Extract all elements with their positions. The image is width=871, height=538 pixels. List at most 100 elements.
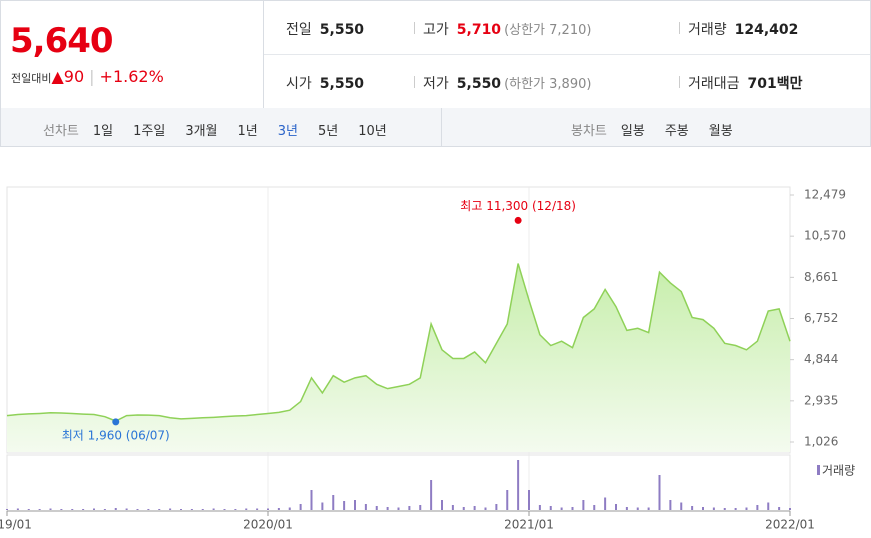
volume-bar	[691, 506, 694, 510]
volume-bar	[27, 509, 30, 510]
volume-bar	[658, 475, 661, 510]
tab[interactable]: 1일	[92, 124, 114, 139]
quote-main: 5,640 전일대비▲90 | +1.62%	[1, 1, 264, 108]
volume-bar	[310, 490, 313, 510]
volume-bar	[245, 508, 248, 510]
volume-bar	[571, 507, 574, 510]
volume-bar	[136, 509, 139, 510]
volume-bar	[212, 508, 215, 510]
change-label: 전일대비	[11, 72, 52, 85]
change-value: 90	[63, 67, 85, 86]
x-tick-label: 2021/01	[504, 518, 554, 532]
volume-bar	[256, 508, 259, 510]
x-tick-label: 2019/01	[0, 518, 32, 532]
x-tick-label: 2022/01	[765, 518, 815, 532]
annotation-label: 최고 11,300 (12/18)	[460, 199, 576, 213]
volume-bar	[745, 507, 748, 510]
volume-bar	[82, 509, 85, 510]
tab-bar: 선차트 1일 1주일 3개월 1년 3년 5년 10년 봉차트 일봉 주봉 월봉	[0, 108, 871, 147]
volume-bar	[734, 508, 737, 510]
volume-bar	[332, 495, 335, 510]
volume-bar	[680, 502, 683, 510]
annotation-label: 최저 1,960 (06/07)	[62, 428, 170, 442]
volume-bar	[288, 507, 291, 510]
volume-bar	[615, 504, 617, 510]
volume-bar	[756, 505, 759, 510]
info-cell: 전일 5,550	[286, 19, 364, 39]
volume-bar	[60, 509, 63, 510]
volume-bar	[441, 500, 443, 510]
info-cell: 거래량 124,402	[679, 19, 798, 39]
legend-swatch	[817, 465, 820, 475]
info-label: 저가	[423, 76, 449, 92]
tab[interactable]: 주봉	[664, 124, 689, 139]
info-row: 전일 5,550 고가 5,710 (상한가 7,210) 거래량 124,402	[264, 1, 870, 55]
volume-bar	[789, 508, 791, 510]
change: 전일대비▲90 | +1.62%	[11, 67, 164, 86]
info-row: 시가 5,550 저가 5,550 (하한가 3,890) 거래대금 701백만	[264, 55, 870, 108]
volume-bar	[593, 505, 596, 510]
tab[interactable]: 10년	[358, 124, 387, 139]
info-value: 5,550	[319, 22, 365, 38]
volume-bar	[158, 509, 161, 510]
volume-bar	[473, 506, 476, 510]
volume-bar	[484, 507, 487, 510]
annotation-dot	[112, 418, 120, 426]
volume-bar	[93, 508, 95, 510]
tab[interactable]: 3년	[277, 124, 298, 139]
tab[interactable]: 1년	[237, 124, 258, 139]
info-label: 거래대금	[688, 76, 740, 92]
volume-bar	[582, 500, 585, 510]
area	[7, 263, 790, 452]
volume-bar	[702, 507, 704, 510]
tab[interactable]: 월봉	[708, 124, 733, 139]
volume-bar	[354, 500, 356, 510]
volume-bar	[234, 509, 237, 510]
volume-bar	[299, 504, 302, 510]
volume-bar	[201, 509, 204, 510]
volume-bar	[375, 506, 378, 510]
volume-bar	[528, 490, 530, 510]
volume-frame	[6, 454, 791, 512]
volume-bar	[723, 508, 726, 510]
volume-bar	[277, 508, 280, 510]
info-note: (상한가 7,210)	[504, 23, 592, 38]
volume-bar	[343, 501, 346, 510]
info-value: 124,402	[734, 22, 799, 38]
volume-bar	[16, 508, 19, 510]
price: 5,640	[10, 21, 114, 61]
legend-label: 거래량	[822, 464, 855, 478]
info-label: 고가	[423, 22, 449, 38]
y-tick-label: 8,661	[804, 270, 838, 284]
info-label: 시가	[286, 76, 312, 92]
volume-bar	[71, 509, 74, 510]
quote-box: 5,640 전일대비▲90 | +1.62% 전일 5,550 고가 5,710 (상한가 …	[0, 0, 871, 109]
volume-bar	[767, 502, 770, 510]
y-tick-label: 12,479	[804, 188, 846, 202]
annotation-dot	[514, 216, 522, 224]
volume-bar	[49, 508, 52, 510]
volume-bar	[364, 504, 367, 510]
tab[interactable]: 일봉	[620, 124, 645, 139]
volume-bar	[180, 509, 182, 510]
info-cell: 시가 5,550	[286, 73, 364, 93]
volume-bar	[6, 509, 8, 510]
tab[interactable]: 1주일	[133, 124, 166, 139]
info-value: 5,710	[456, 22, 502, 38]
volume-bar	[38, 509, 41, 510]
volume-bar	[625, 507, 628, 510]
tab[interactable]: 3개월	[185, 124, 218, 139]
tab[interactable]: 5년	[318, 124, 339, 139]
y-tick-label: 10,570	[804, 229, 846, 243]
info-label: 전일	[286, 22, 312, 38]
info-value: 701백만	[747, 76, 803, 92]
volume-bar	[506, 490, 509, 510]
volume-bar	[125, 508, 128, 510]
info-cell: 거래대금 701백만	[679, 73, 803, 93]
volume-bar	[267, 508, 269, 510]
info-label: 거래량	[688, 22, 727, 38]
volume-bar	[397, 507, 400, 510]
info-cell: 저가 5,550 (하한가 3,890)	[414, 73, 591, 93]
